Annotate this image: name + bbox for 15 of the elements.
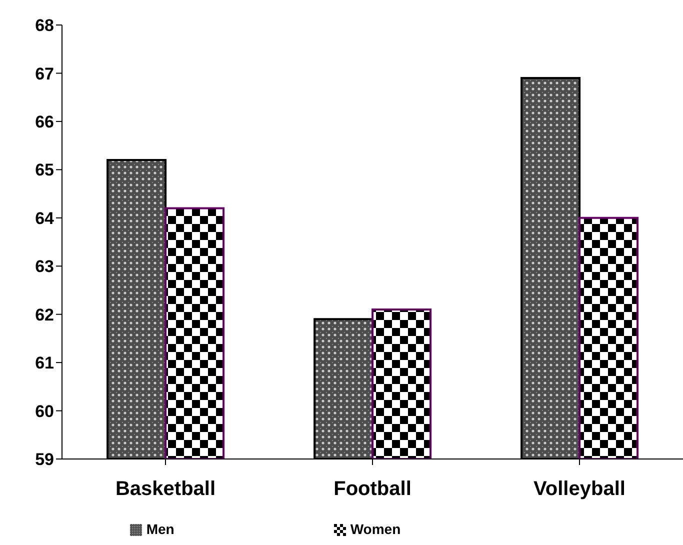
y-tick-label: 59 [35,450,54,470]
y-tick-label: 62 [35,305,54,324]
y-tick-label: 61 [35,354,54,373]
y-tick-label: 67 [35,64,54,84]
legend-label: Men [146,521,174,537]
y-tick-label: 64 [35,208,55,228]
y-tick-label: 68 [35,16,54,36]
y-tick-label: 65 [35,160,54,180]
y-tick-label: 66 [35,112,54,132]
y-tick-label: 63 [35,257,54,276]
x-tick-label: Football [334,478,412,500]
y-tick-label: 60 [35,402,54,421]
legend-label: Women [350,521,401,537]
x-tick-label: Volleyball [534,478,626,500]
x-tick-label: Basketball [115,478,216,500]
